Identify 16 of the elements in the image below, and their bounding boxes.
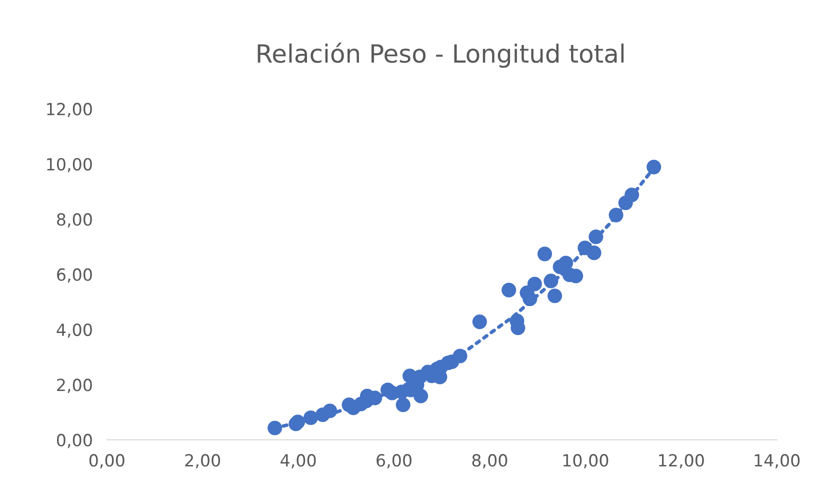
y-tick-label: 6,00 (57, 268, 92, 283)
y-tick-label: 12,00 (47, 102, 92, 118)
x-tick-label: 10,00 (563, 454, 608, 468)
y-tick-label: 4,00 (56, 323, 92, 338)
x-tick-label: 4,00 (280, 454, 316, 468)
x-tick-label: 2,00 (185, 454, 220, 468)
x-tick-label: 0,00 (89, 454, 124, 468)
chart-title: Relación Peso - Longitud total (258, 42, 624, 68)
x-tick-label: 12,00 (659, 454, 704, 468)
y-tick-label: 0,00 (56, 434, 92, 448)
x-tick-label: 6,00 (376, 454, 412, 468)
y-tick-label: 8,00 (57, 213, 92, 228)
y-tick-label: 10,00 (47, 158, 92, 172)
x-tick-label: 14,00 (754, 454, 800, 468)
x-tick-label: 8,00 (472, 454, 508, 468)
y-tick-label: 2,00 (57, 378, 92, 393)
